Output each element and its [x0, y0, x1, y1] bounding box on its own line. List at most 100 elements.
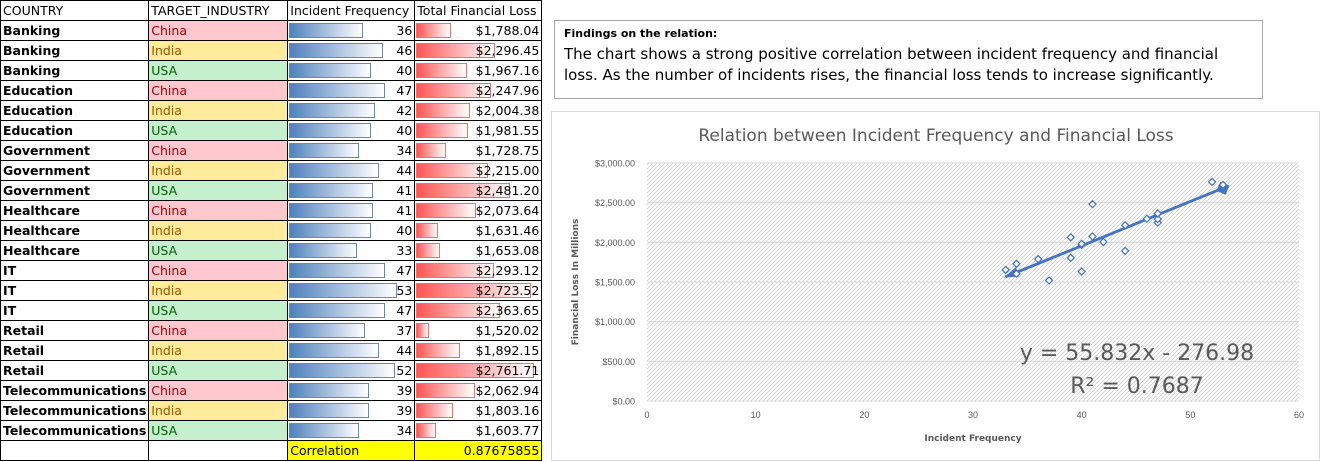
empty-cell[interactable]: [148, 440, 289, 461]
scatter-chart[interactable]: $0.00 $500.00 $1,000.00 $1,500.00 $2,000.00 $…: [551, 111, 1320, 461]
loss-cell[interactable]: $1,892.15: [414, 340, 543, 361]
country-cell[interactable]: Banking: [0, 20, 150, 41]
loss-databar: [416, 203, 476, 218]
country-cell[interactable]: IT: [0, 280, 150, 301]
loss-cell[interactable]: $2,293.12: [414, 260, 543, 281]
frequency-cell[interactable]: 37: [287, 320, 416, 341]
frequency-cell[interactable]: 53: [287, 280, 416, 301]
correlation-value[interactable]: 0.87675855: [414, 440, 543, 461]
country-cell[interactable]: Telecommunications: [0, 400, 150, 421]
loss-cell[interactable]: $1,728.75: [414, 140, 543, 161]
country-cell[interactable]: Telecommunications: [0, 380, 150, 401]
industry-cell[interactable]: USA: [148, 360, 289, 381]
frequency-cell[interactable]: 41: [287, 180, 416, 201]
country-cell[interactable]: Banking: [0, 40, 150, 61]
loss-cell[interactable]: $2,073.64: [414, 200, 543, 221]
country-cell[interactable]: Government: [0, 160, 150, 181]
industry-cell[interactable]: India: [148, 100, 289, 121]
loss-cell[interactable]: $2,296.45: [414, 40, 543, 61]
frequency-cell[interactable]: 47: [287, 80, 416, 101]
country-cell[interactable]: Retail: [0, 360, 150, 381]
frequency-cell[interactable]: 44: [287, 340, 416, 361]
country-cell[interactable]: Healthcare: [0, 240, 150, 261]
industry-cell[interactable]: USA: [148, 180, 289, 201]
country-cell[interactable]: Education: [0, 120, 150, 141]
country-cell[interactable]: Government: [0, 140, 150, 161]
industry-cell[interactable]: China: [148, 200, 289, 221]
industry-cell[interactable]: India: [148, 340, 289, 361]
industry-cell[interactable]: India: [148, 40, 289, 61]
correlation-label[interactable]: Correlation: [287, 440, 416, 461]
empty-cell[interactable]: [0, 440, 150, 461]
frequency-cell[interactable]: 47: [287, 260, 416, 281]
industry-cell[interactable]: USA: [148, 120, 289, 141]
industry-cell[interactable]: USA: [148, 300, 289, 321]
loss-cell[interactable]: $1,803.16: [414, 400, 543, 421]
country-cell[interactable]: Retail: [0, 320, 150, 341]
frequency-cell[interactable]: 44: [287, 160, 416, 181]
frequency-cell[interactable]: 40: [287, 120, 416, 141]
industry-cell[interactable]: China: [148, 380, 289, 401]
loss-cell[interactable]: $2,215.00: [414, 160, 543, 181]
column-header[interactable]: COUNTRY: [0, 0, 150, 21]
country-cell[interactable]: Education: [0, 100, 150, 121]
frequency-cell[interactable]: 42: [287, 100, 416, 121]
frequency-cell[interactable]: 46: [287, 40, 416, 61]
industry-cell[interactable]: India: [148, 160, 289, 181]
industry-cell[interactable]: USA: [148, 60, 289, 81]
frequency-databar: [289, 43, 384, 58]
loss-cell[interactable]: $2,761.71: [414, 360, 543, 381]
frequency-cell[interactable]: 47: [287, 300, 416, 321]
industry-cell[interactable]: India: [148, 220, 289, 241]
loss-cell[interactable]: $2,247.96: [414, 80, 543, 101]
frequency-cell[interactable]: 41: [287, 200, 416, 221]
industry-cell[interactable]: India: [148, 400, 289, 421]
country-cell[interactable]: Healthcare: [0, 200, 150, 221]
country-cell[interactable]: IT: [0, 260, 150, 281]
frequency-cell[interactable]: 40: [287, 60, 416, 81]
data-point: [1012, 269, 1021, 279]
industry-cell[interactable]: China: [148, 20, 289, 41]
loss-cell[interactable]: $2,723.52: [414, 280, 543, 301]
loss-cell[interactable]: $1,631.46: [414, 220, 543, 241]
loss-cell[interactable]: $1,967.16: [414, 60, 543, 81]
loss-cell[interactable]: $2,363.65: [414, 300, 543, 321]
loss-cell[interactable]: $2,062.94: [414, 380, 543, 401]
frequency-cell[interactable]: 40: [287, 220, 416, 241]
industry-cell[interactable]: China: [148, 260, 289, 281]
country-cell[interactable]: Government: [0, 180, 150, 201]
loss-databar: [416, 223, 438, 238]
industry-cell[interactable]: China: [148, 320, 289, 341]
loss-cell[interactable]: $1,653.08: [414, 240, 543, 261]
loss-cell[interactable]: $1,603.77: [414, 420, 543, 441]
country-cell[interactable]: Banking: [0, 60, 150, 81]
industry-cell[interactable]: China: [148, 80, 289, 101]
frequency-cell[interactable]: 52: [287, 360, 416, 381]
industry-cell[interactable]: China: [148, 140, 289, 161]
chart-title: Relation between Incident Frequency and …: [698, 126, 1173, 146]
frequency-cell[interactable]: 33: [287, 240, 416, 261]
industry-cell[interactable]: USA: [148, 240, 289, 261]
loss-cell[interactable]: $1,520.02: [414, 320, 543, 341]
country-cell[interactable]: Retail: [0, 340, 150, 361]
frequency-cell[interactable]: 34: [287, 420, 416, 441]
frequency-cell[interactable]: 34: [287, 140, 416, 161]
industry-cell[interactable]: USA: [148, 420, 289, 441]
frequency-cell[interactable]: 39: [287, 400, 416, 421]
frequency-cell[interactable]: 39: [287, 380, 416, 401]
column-header[interactable]: Incident Frequency: [287, 0, 416, 21]
column-header[interactable]: Total Financial Loss: [414, 0, 543, 21]
country-cell[interactable]: Healthcare: [0, 220, 150, 241]
data-point: [1099, 237, 1108, 247]
frequency-cell[interactable]: 36: [287, 20, 416, 41]
loss-cell[interactable]: $1,981.55: [414, 120, 543, 141]
loss-cell[interactable]: $2,004.38: [414, 100, 543, 121]
country-cell[interactable]: Education: [0, 80, 150, 101]
column-header[interactable]: TARGET_INDUSTRY: [148, 0, 289, 21]
country-cell[interactable]: IT: [0, 300, 150, 321]
loss-databar: [416, 123, 468, 138]
loss-cell[interactable]: $2,481.20: [414, 180, 543, 201]
country-cell[interactable]: Telecommunications: [0, 420, 150, 441]
industry-cell[interactable]: India: [148, 280, 289, 301]
loss-cell[interactable]: $1,788.04: [414, 20, 543, 41]
